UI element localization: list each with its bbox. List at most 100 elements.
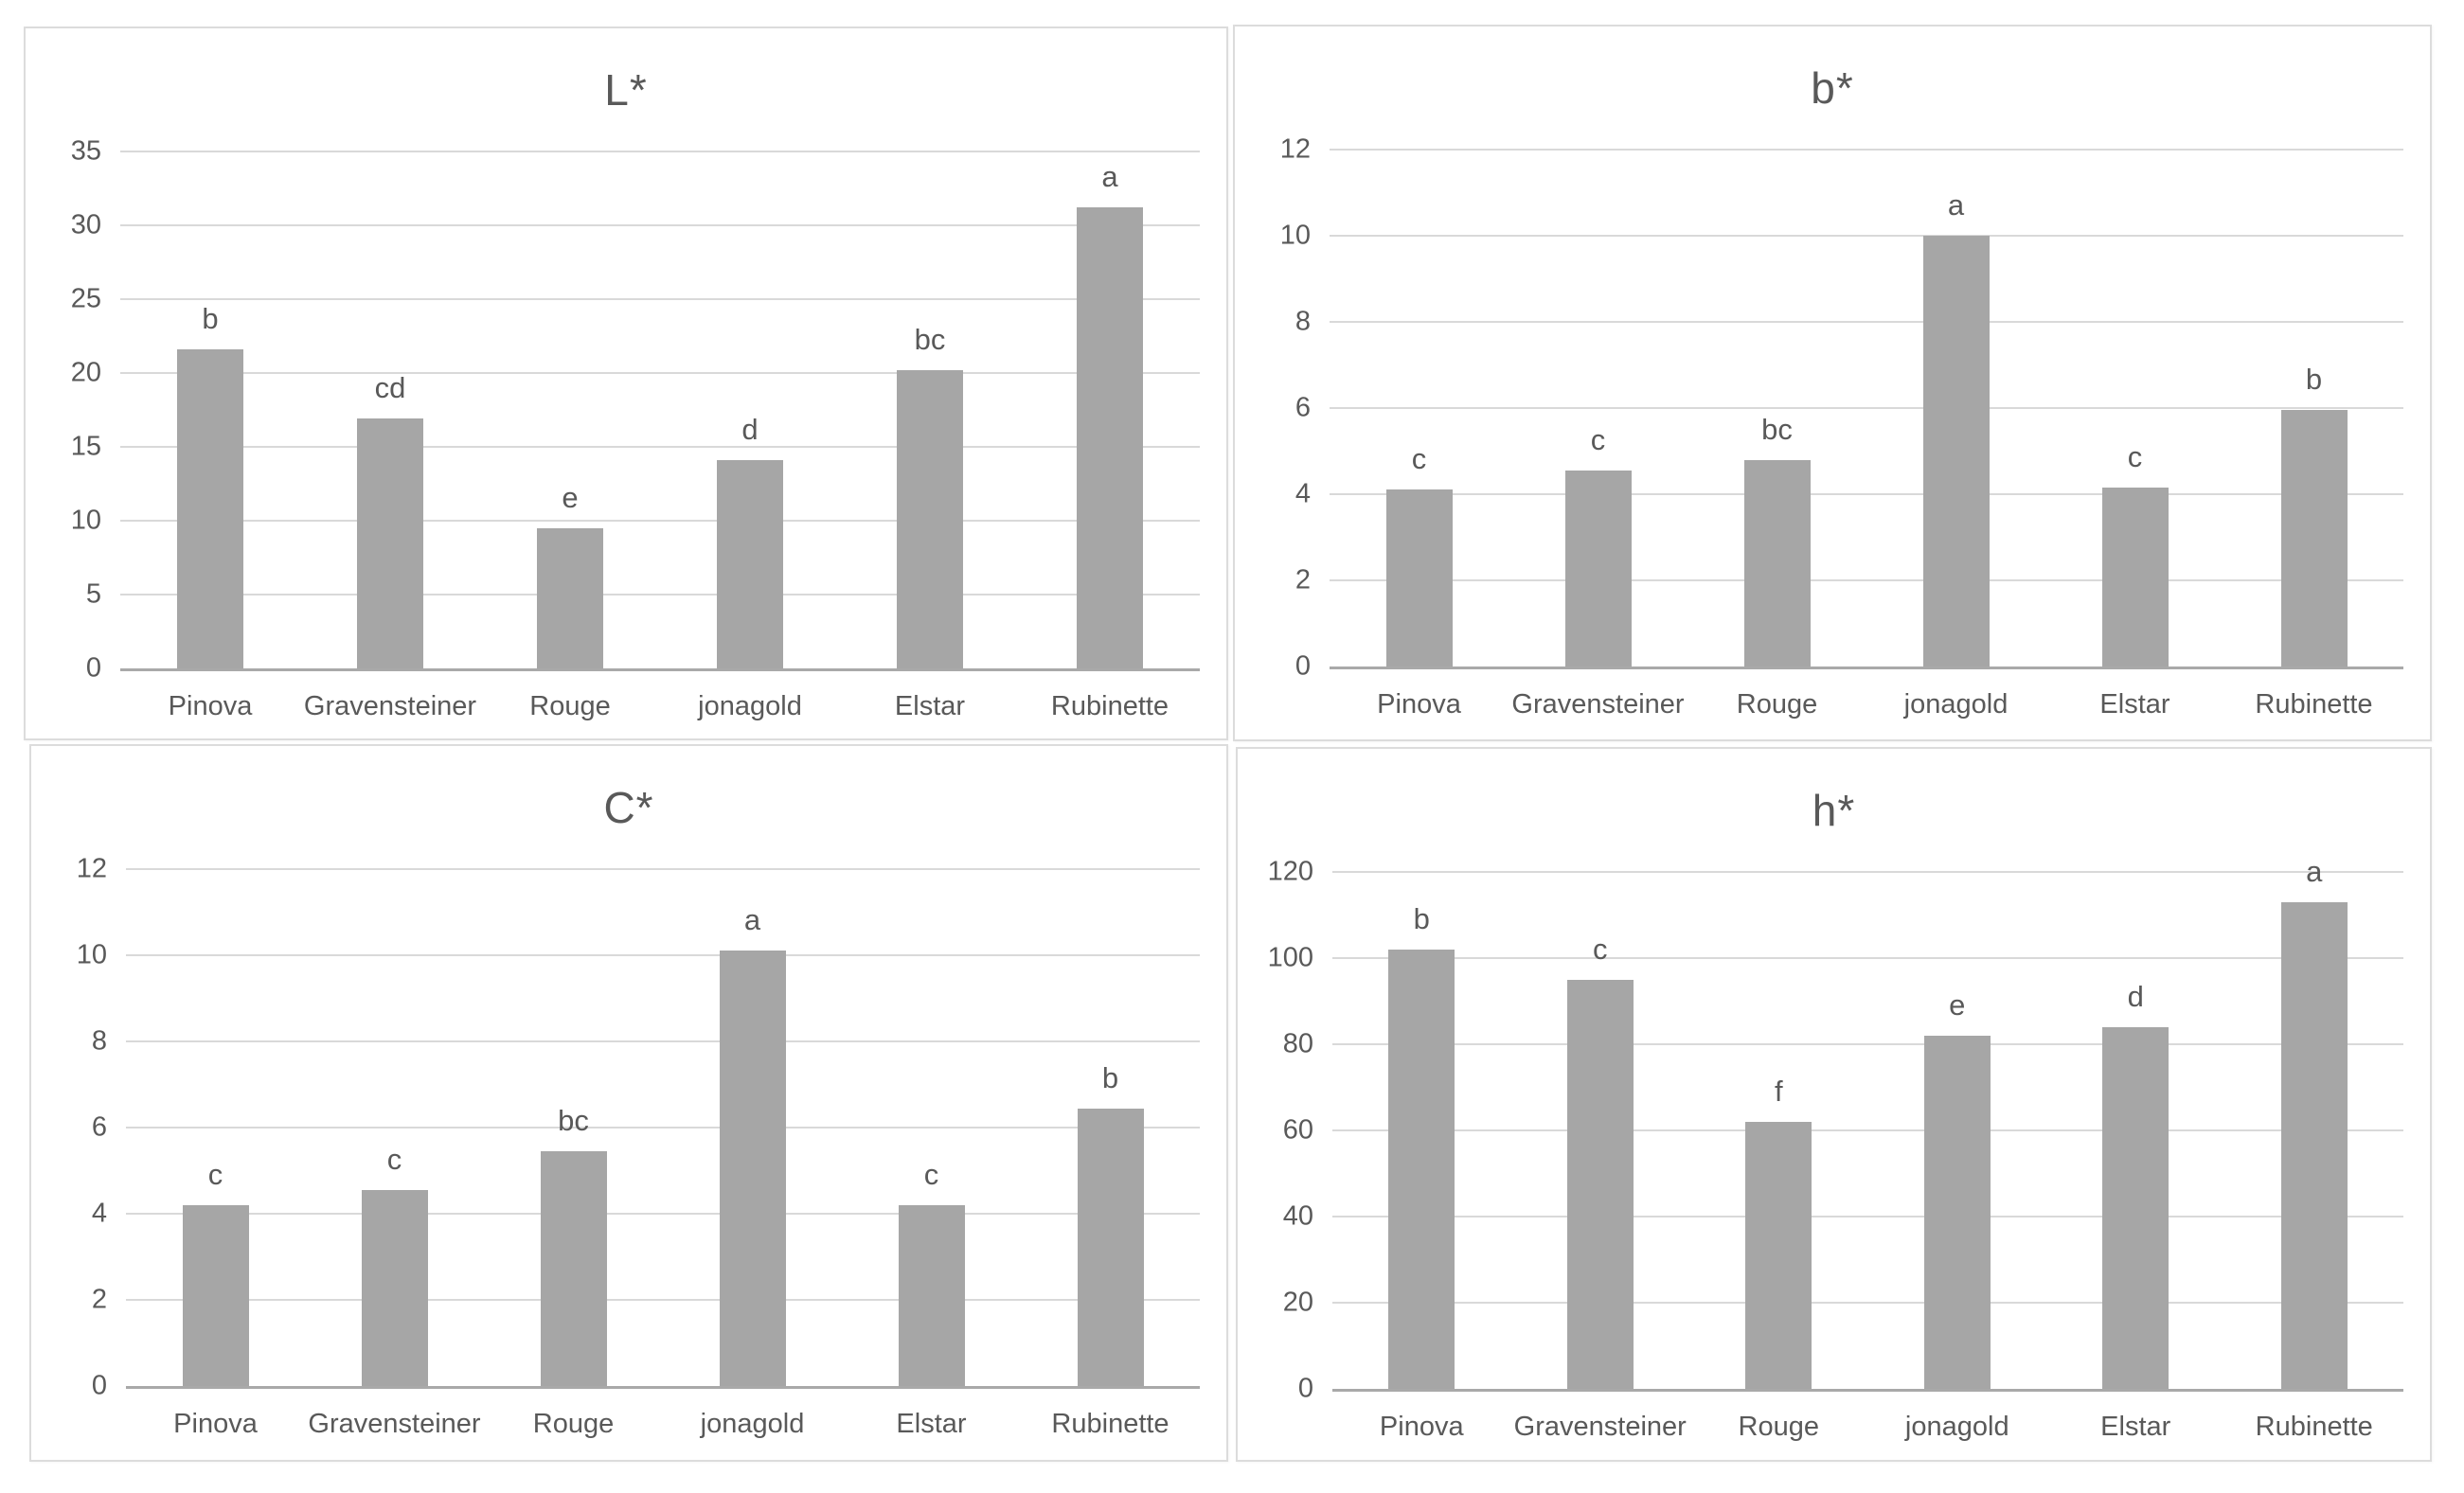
category-label: Pinova <box>168 691 253 721</box>
significance-letter: b <box>1413 901 1430 935</box>
significance-letter: b <box>1101 1060 1119 1094</box>
chart-panel-c-star: C* 0 2 4 6 8 10 12 c Pinova c Gravensteiner bc Rouge… <box>29 744 1228 1462</box>
y-axis-tick-label: 8 <box>91 1025 107 1057</box>
bar <box>537 527 603 668</box>
significance-letter: bc <box>1761 412 1793 446</box>
y-axis-tick-label: 5 <box>85 578 101 610</box>
category-label: jonagold <box>1903 689 2009 720</box>
gridline <box>120 224 1200 226</box>
significance-letter: c <box>1411 442 1427 476</box>
gridline <box>120 298 1200 300</box>
significance-letter: a <box>1101 160 1118 194</box>
y-axis-tick-label: 100 <box>1267 942 1313 973</box>
gridline <box>1330 579 2403 581</box>
y-axis-tick-label: 6 <box>91 1111 107 1143</box>
gridline <box>1332 957 2403 959</box>
category-label: Pinova <box>1377 689 1461 720</box>
category-label: Rubinette <box>1051 1409 1170 1439</box>
significance-letter: cd <box>374 371 406 405</box>
chart-title: b* <box>1811 63 1854 113</box>
y-axis-tick-label: 10 <box>70 505 101 536</box>
plot-area: 0 20 40 60 80 100 120 b Pinova c Gravensteiner f Rou… <box>1268 855 2403 1442</box>
gridline <box>1332 1216 2403 1218</box>
bar <box>1566 979 1634 1389</box>
y-axis-tick-label: 2 <box>91 1284 107 1315</box>
significance-letter: c <box>1593 932 1608 966</box>
y-axis-tick-label: 4 <box>1294 478 1311 509</box>
y-axis-tick-label: 0 <box>85 652 101 684</box>
category-label: Elstar <box>2099 689 2170 720</box>
bar <box>719 951 786 1386</box>
category-label: Rouge <box>1736 689 1818 720</box>
bar <box>1077 207 1143 668</box>
gridline <box>1332 871 2403 873</box>
y-axis-tick-label: 60 <box>1282 1114 1313 1146</box>
y-axis-tick-label: 0 <box>1297 1373 1313 1404</box>
bar <box>182 1204 249 1386</box>
significance-letter: bc <box>558 1104 589 1138</box>
significance-letter: a <box>1947 188 1965 222</box>
plot-area: 0 5 10 15 20 25 30 35 b Pinova cd Gravensteiner e Rou… <box>71 136 1200 721</box>
significance-letter: a <box>743 903 761 937</box>
bar <box>2101 488 2169 667</box>
significance-letter: d <box>741 413 759 447</box>
category-label: jonagold <box>700 1409 805 1439</box>
significance-letter: b <box>2305 363 2323 397</box>
category-label: Rouge <box>1738 1412 1819 1442</box>
significance-letter: a <box>2306 854 2323 888</box>
bar <box>1745 1121 1812 1389</box>
significance-letter: c <box>2127 440 2143 474</box>
y-axis-tick-label: 120 <box>1267 856 1313 887</box>
gridline <box>120 151 1200 152</box>
y-axis-tick-label: 25 <box>70 283 101 314</box>
category-label: Gravensteiner <box>1511 689 1685 720</box>
gridline <box>1330 149 2403 151</box>
gridline <box>1330 321 2403 323</box>
bar <box>361 1189 428 1386</box>
y-axis-tick-label: 4 <box>91 1198 107 1229</box>
y-axis-tick-label: 20 <box>70 357 101 388</box>
gridline <box>1332 1302 2403 1304</box>
y-axis-tick-label: 35 <box>70 135 101 167</box>
bar <box>1922 236 1990 667</box>
y-axis-tick-label: 6 <box>1294 392 1311 423</box>
gridline <box>120 372 1200 374</box>
bar <box>177 349 243 668</box>
gridline <box>126 1213 1200 1215</box>
category-label: Gravensteiner <box>303 691 477 721</box>
bar <box>2280 410 2348 667</box>
chart-title: C* <box>603 783 654 832</box>
significance-letter: e <box>1949 987 1966 1022</box>
y-axis-tick-label: 0 <box>91 1370 107 1401</box>
bar <box>357 418 423 668</box>
y-axis-tick-label: 2 <box>1294 564 1311 595</box>
chart-title: L* <box>604 65 648 115</box>
gridline <box>126 1127 1200 1129</box>
bar <box>2280 901 2348 1389</box>
y-axis-tick-label: 10 <box>1279 220 1311 251</box>
gridline <box>120 520 1200 522</box>
category-label: Elstar <box>896 1409 967 1439</box>
gridline <box>120 594 1200 595</box>
gridline <box>1332 1129 2403 1131</box>
bar <box>2102 1026 2169 1389</box>
gridline <box>1332 1043 2403 1045</box>
plot-area: 0 2 4 6 8 10 12 c Pinova c Gravensteiner bc Rouge a jo… <box>1280 134 2403 720</box>
y-axis-tick-label: 8 <box>1294 306 1311 337</box>
category-label: Pinova <box>173 1409 258 1439</box>
category-label: Rubinette <box>2255 689 2373 720</box>
significance-letter: bc <box>914 322 946 356</box>
gridline <box>1330 407 2403 409</box>
gridline <box>126 954 1200 956</box>
bar <box>1077 1108 1144 1386</box>
significance-letter: e <box>562 480 579 514</box>
gridline <box>120 446 1200 448</box>
y-axis-tick-label: 15 <box>70 431 101 462</box>
bar <box>1564 470 1632 667</box>
bar <box>898 1204 965 1386</box>
significance-letter: c <box>1590 422 1606 456</box>
chart-panel-b-star: b* 0 2 4 6 8 10 12 c Pinova c Gravensteiner bc Rouge… <box>1233 25 2432 741</box>
gridline <box>126 1299 1200 1301</box>
significance-letter: f <box>1774 1074 1783 1108</box>
